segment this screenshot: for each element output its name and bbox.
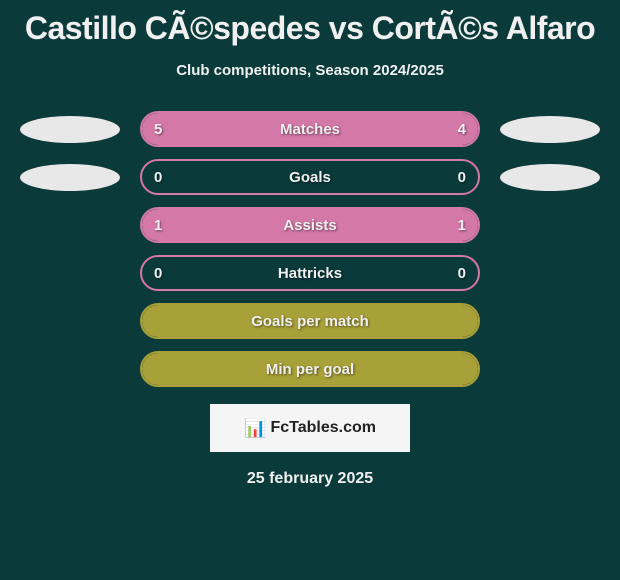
stat-value-right: 0 xyxy=(458,265,466,282)
page-title: Castillo CÃ©spedes vs CortÃ©s Alfaro xyxy=(0,10,620,47)
date-label: 25 february 2025 xyxy=(0,470,620,488)
avatar-spacer xyxy=(20,308,120,335)
stat-row: 5Matches4 xyxy=(0,109,620,149)
stat-label: Assists xyxy=(142,217,478,234)
stat-label: Goals xyxy=(142,169,478,186)
stat-bar: 0Goals0 xyxy=(140,159,480,195)
subtitle: Club competitions, Season 2024/2025 xyxy=(0,62,620,79)
stats-list: 5Matches40Goals01Assists10Hattricks0Goal… xyxy=(0,109,620,389)
stat-label: Goals per match xyxy=(142,313,478,330)
player-avatar-left xyxy=(20,164,120,191)
stat-label: Matches xyxy=(142,121,478,138)
stat-row: 0Hattricks0 xyxy=(0,253,620,293)
branding-badge[interactable]: 📊 FcTables.com xyxy=(210,404,410,452)
stat-bar: Goals per match xyxy=(140,303,480,339)
stat-row: 1Assists1 xyxy=(0,205,620,245)
stat-value-right: 0 xyxy=(458,169,466,186)
stat-label: Min per goal xyxy=(142,361,478,378)
avatar-spacer xyxy=(500,212,600,239)
chart-icon: 📊 xyxy=(244,418,266,439)
avatar-spacer xyxy=(20,212,120,239)
stat-bar: 1Assists1 xyxy=(140,207,480,243)
stat-label: Hattricks xyxy=(142,265,478,282)
stats-comparison-widget: Castillo CÃ©spedes vs CortÃ©s Alfaro Clu… xyxy=(0,0,620,488)
stat-value-right: 1 xyxy=(458,217,466,234)
avatar-spacer xyxy=(20,260,120,287)
branding-text: FcTables.com xyxy=(270,419,376,437)
stat-row: Min per goal xyxy=(0,349,620,389)
avatar-spacer xyxy=(500,356,600,383)
stat-bar: 0Hattricks0 xyxy=(140,255,480,291)
stat-row: Goals per match xyxy=(0,301,620,341)
stat-bar: 5Matches4 xyxy=(140,111,480,147)
stat-row: 0Goals0 xyxy=(0,157,620,197)
player-avatar-right xyxy=(500,116,600,143)
stat-bar: Min per goal xyxy=(140,351,480,387)
player-avatar-right xyxy=(500,164,600,191)
avatar-spacer xyxy=(500,260,600,287)
stat-value-right: 4 xyxy=(458,121,466,138)
player-avatar-left xyxy=(20,116,120,143)
avatar-spacer xyxy=(500,308,600,335)
avatar-spacer xyxy=(20,356,120,383)
